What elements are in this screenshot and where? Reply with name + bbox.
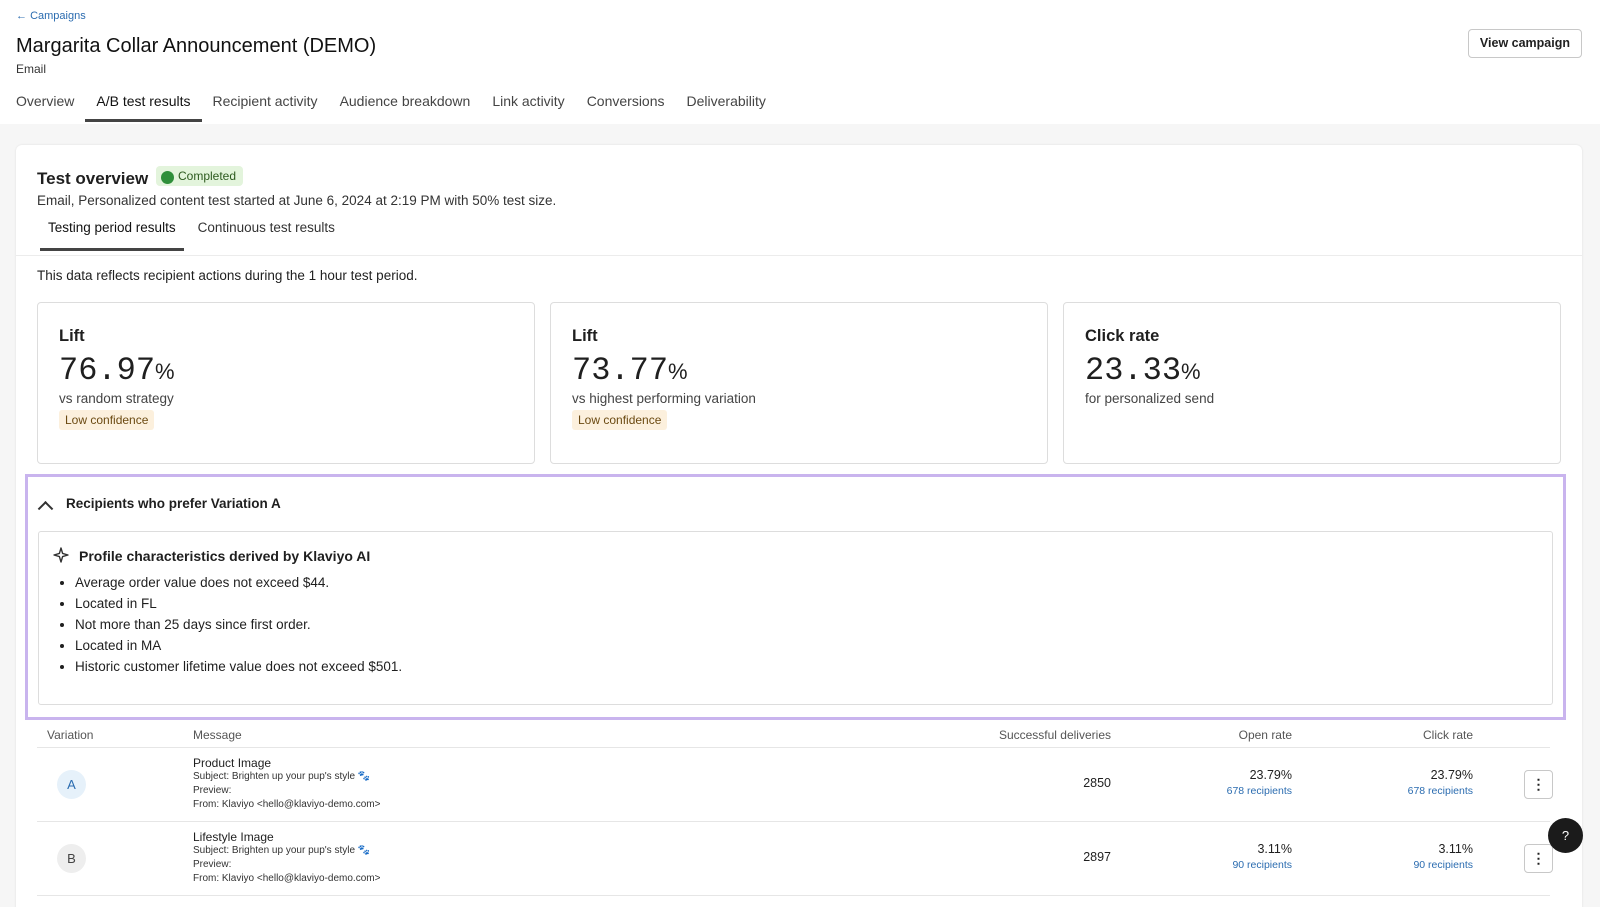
metric-value: 76.97 — [59, 352, 156, 389]
metric-label: Lift — [572, 327, 598, 345]
metric-card: Lift 76.97% vs random strategy Low confiden… — [37, 302, 535, 464]
segment-title: Recipients who prefer Variation A — [66, 496, 281, 511]
metric-caption: vs highest performing variation — [572, 391, 756, 406]
confidence-badge: Low confidence — [59, 410, 155, 430]
message-subject: Subject: Brighten up your pup's style 🐾 — [193, 771, 371, 782]
message-preview: Preview: — [193, 785, 232, 796]
metric-value-row: 76.97% — [59, 352, 513, 389]
header-rule — [37, 747, 1550, 748]
description: Email, Personalized content test started… — [37, 193, 557, 208]
note: This data reflects recipient actions dur… — [37, 268, 418, 283]
breadcrumb[interactable]: ← Campaigns — [16, 10, 86, 22]
subtabs: Testing period results Continuous test re… — [40, 219, 349, 251]
tabs: Overview A/B test results Recipient activi… — [16, 88, 777, 122]
row-menu[interactable]: ⋮ — [1524, 844, 1553, 873]
segment-panel: Recipients who prefer Variation A Profil… — [25, 474, 1566, 720]
open-recipients[interactable]: 90 recipients — [1232, 859, 1292, 871]
tab[interactable]: Overview — [16, 93, 75, 109]
tab[interactable]: Conversions — [586, 93, 665, 109]
characteristic: Average order value does not exceed $44. — [75, 572, 402, 593]
deliveries: 2850 — [1083, 776, 1111, 790]
metric-value: 23.33 — [1085, 352, 1182, 389]
metric-unit: % — [1181, 359, 1201, 384]
metric-card: Click rate 23.33% for personalized send — [1063, 302, 1561, 464]
open-rate: 3.11% — [1257, 842, 1292, 856]
click-recipients[interactable]: 678 recipients — [1407, 785, 1473, 797]
page-subtitle: Email — [16, 62, 47, 76]
ai-title: Profile characteristics derived by Klavi… — [79, 548, 371, 564]
tab[interactable]: A/B test results — [85, 88, 202, 122]
metric-label: Click rate — [1085, 327, 1160, 345]
metric-value: 73.77 — [572, 352, 669, 389]
column-header: Message — [193, 728, 242, 742]
metric-unit: % — [668, 359, 688, 384]
column-header: Variation — [47, 728, 94, 742]
page-title: Margarita Collar Announcement (DEMO) — [16, 35, 377, 57]
open-recipients[interactable]: 678 recipients — [1226, 785, 1292, 797]
metric-label: Lift — [59, 327, 85, 345]
message-from: From: Klaviyo <hello@klaviyo-demo.com> — [193, 799, 381, 810]
column-header: Click rate — [1422, 728, 1473, 742]
divider — [16, 255, 1582, 256]
deliveries: 2897 — [1083, 850, 1111, 864]
variation-avatar: B — [57, 844, 86, 873]
row-rule — [37, 821, 1550, 822]
tab[interactable]: Audience breakdown — [339, 93, 471, 109]
metric-card: Lift 73.77% vs highest performing variatio… — [550, 302, 1048, 464]
results-card: Test overview Completed Email, Personali… — [16, 145, 1582, 907]
open-rate: 23.79% — [1249, 768, 1292, 782]
tab[interactable]: Deliverability — [686, 93, 766, 109]
row-rule — [37, 895, 1550, 896]
message-preview: Preview: — [193, 859, 232, 870]
breadcrumb-text[interactable]: Campaigns — [30, 10, 86, 22]
click-recipients[interactable]: 90 recipients — [1413, 859, 1473, 871]
help-button[interactable]: ? — [1548, 818, 1583, 853]
column-header: Successful deliveries — [998, 728, 1111, 742]
characteristic: Located in MA — [75, 635, 402, 656]
collapse-toggle[interactable] — [37, 500, 54, 517]
message-subject: Subject: Brighten up your pup's style 🐾 — [193, 845, 371, 856]
message-name: Lifestyle Image — [193, 830, 274, 844]
characteristic: Not more than 25 days since first order. — [75, 614, 402, 635]
metric-caption: for personalized send — [1085, 391, 1215, 406]
confidence-badge: Low confidence — [572, 410, 668, 430]
metric-value-row: 73.77% — [572, 352, 1026, 389]
table-row: A Product Image Subject: Brighten up your … — [16, 748, 1582, 822]
top-bar: ← Campaigns Margarita Collar Announcemen… — [0, 0, 1600, 124]
message-from: From: Klaviyo <hello@klaviyo-demo.com> — [193, 873, 381, 884]
message: Lifestyle Image Subject: Brighten up your… — [193, 830, 380, 886]
table-row: B Lifestyle Image Subject: Brighten up you… — [16, 822, 1582, 896]
tab[interactable]: Recipient activity — [212, 93, 318, 109]
view-campaign-button[interactable]: View campaign — [1467, 29, 1582, 58]
message-name: Product Image — [193, 756, 272, 770]
message: Product Image Subject: Brighten up your p… — [193, 756, 380, 812]
metric-value-row: 23.33% — [1085, 352, 1539, 389]
section-title: Test overview — [37, 169, 149, 188]
tab[interactable]: Link activity — [492, 93, 565, 109]
status-badge: Completed — [156, 166, 244, 186]
subtab[interactable]: Testing period results — [40, 219, 184, 251]
ai-icon — [53, 547, 69, 563]
row-menu[interactable]: ⋮ — [1524, 770, 1553, 799]
ai-box: Profile characteristics derived by Klavi… — [38, 531, 1553, 705]
subtab[interactable]: Continuous test results — [197, 220, 335, 235]
click-rate: 3.11% — [1438, 842, 1473, 856]
click-rate: 23.79% — [1430, 768, 1473, 782]
characteristic: Historic customer lifetime value does no… — [75, 656, 402, 677]
column-header: Open rate — [1238, 728, 1292, 742]
metric-unit: % — [155, 359, 175, 384]
characteristics-list: Average order value does not exceed $44.… — [59, 572, 402, 677]
variation-avatar: A — [57, 770, 86, 799]
metric-caption: vs random strategy — [59, 391, 174, 406]
characteristic: Located in FL — [75, 593, 402, 614]
